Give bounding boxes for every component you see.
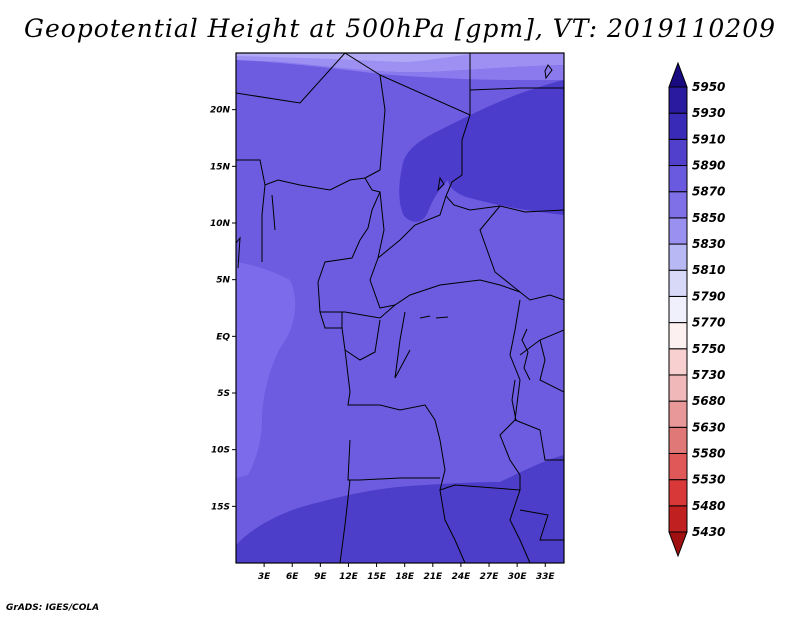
colorbar-segment bbox=[668, 322, 688, 350]
lat-tick-label: 15N bbox=[210, 162, 231, 172]
colorbar-segment bbox=[668, 217, 688, 245]
colorbar-segment bbox=[668, 426, 688, 454]
lat-tick-label: 5N bbox=[216, 276, 230, 286]
country-boundaries bbox=[236, 53, 564, 563]
colorbar-segment bbox=[668, 112, 688, 140]
colorbar-segment bbox=[668, 269, 688, 297]
lat-tick-label: 10N bbox=[210, 219, 231, 229]
contour-5860-north bbox=[236, 60, 564, 80]
colorbar-label: 5480 bbox=[692, 499, 725, 513]
lon-tick-label: 24E bbox=[452, 572, 472, 582]
map-title: Geopotential Height at 500hPa [gpm], VT:… bbox=[23, 14, 777, 43]
colorbar-label: 5680 bbox=[692, 394, 725, 408]
colorbar-label: 5930 bbox=[692, 106, 725, 120]
lon-tick-label: 18E bbox=[395, 572, 415, 582]
colorbar-label: 5870 bbox=[692, 185, 725, 199]
lat-tick-label: 10S bbox=[211, 446, 230, 456]
lat-tick-label: 20N bbox=[210, 106, 231, 116]
longitude-axis: 3E 6E 9E 12E 15E 18E 21E 24E 27E 30E 33E bbox=[258, 563, 556, 582]
colorbar-label: 5750 bbox=[692, 342, 725, 356]
contour-5840-north bbox=[236, 53, 480, 62]
colorbar-segment bbox=[668, 86, 688, 114]
lon-tick-label: 15E bbox=[367, 572, 387, 582]
lon-tick-label: 12E bbox=[339, 572, 359, 582]
lat-tick-label: 5S bbox=[217, 389, 230, 399]
colorbar-segment bbox=[668, 479, 688, 507]
colorbar-segment bbox=[668, 165, 688, 193]
lat-tick-label: 15S bbox=[211, 502, 230, 512]
colorbar-segment bbox=[668, 243, 688, 271]
colorbar-label: 5730 bbox=[692, 368, 725, 382]
height-field bbox=[236, 53, 564, 563]
colorbar-segment bbox=[668, 374, 688, 402]
lon-tick-label: 27E bbox=[480, 572, 500, 582]
colorbar-label: 5630 bbox=[692, 420, 725, 434]
colorbar-label: 5790 bbox=[692, 289, 725, 303]
lon-tick-label: 30E bbox=[508, 572, 528, 582]
contour-5870-west bbox=[236, 262, 296, 478]
colorbar-segment bbox=[668, 348, 688, 376]
colorbar-top-arrow bbox=[668, 61, 688, 88]
colorbar-bottom-arrow bbox=[668, 531, 688, 558]
colorbar-segment bbox=[668, 295, 688, 324]
lon-tick-label: 3E bbox=[258, 572, 271, 582]
colorbar-segment bbox=[668, 191, 688, 219]
colorbar-label: 5530 bbox=[692, 473, 725, 487]
lon-tick-label: 33E bbox=[536, 572, 556, 582]
lon-tick-label: 21E bbox=[423, 572, 443, 582]
colorbar: 5430 5480 5530 5580 5630 5680 5730 5750 5770 5790… bbox=[668, 61, 725, 558]
colorbar-label: 5770 bbox=[692, 316, 725, 330]
colorbar-label: 5890 bbox=[692, 159, 725, 173]
latitude-axis: 20N 15N 10N 5N EQ 5S 10S 15S bbox=[210, 106, 236, 512]
lon-tick-label: 9E bbox=[314, 572, 327, 582]
colorbar-segment bbox=[668, 452, 688, 481]
contour-5890-northeast bbox=[399, 80, 564, 222]
contour-5890-south bbox=[236, 455, 564, 563]
colorbar-label: 5850 bbox=[692, 211, 725, 225]
colorbar-segment bbox=[668, 400, 688, 428]
map-frame bbox=[235, 52, 565, 564]
colorbar-segment bbox=[668, 138, 688, 167]
colorbar-label: 5810 bbox=[692, 263, 725, 277]
colorbar-label: 5830 bbox=[692, 237, 725, 251]
colorbar-label: 5430 bbox=[692, 525, 725, 539]
colorbar-label: 5950 bbox=[692, 80, 725, 94]
grads-credit: GrADS: IGES/COLA bbox=[6, 603, 100, 613]
colorbar-label: 5910 bbox=[692, 132, 725, 146]
colorbar-segment bbox=[668, 505, 688, 533]
lon-tick-label: 6E bbox=[286, 572, 299, 582]
lat-tick-label: EQ bbox=[216, 332, 230, 342]
colorbar-label: 5580 bbox=[692, 446, 725, 460]
